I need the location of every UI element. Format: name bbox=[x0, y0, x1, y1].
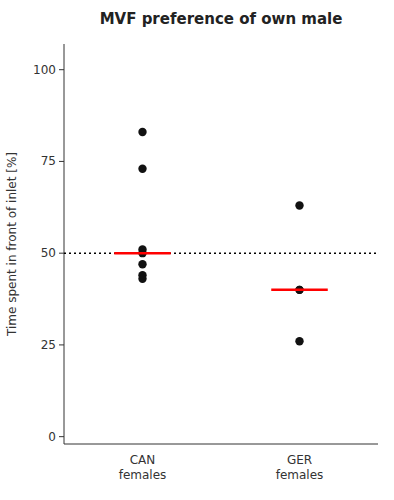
y-tick bbox=[59, 436, 64, 437]
y-tick-label: 75 bbox=[41, 154, 56, 168]
x-tick-label: GERfemales bbox=[276, 453, 324, 482]
y-tick bbox=[59, 69, 64, 70]
x-axis-line bbox=[64, 444, 378, 445]
chart-container: MVF preference of own male Time spent in … bbox=[0, 0, 394, 500]
data-point bbox=[295, 337, 303, 345]
y-tick-label: 0 bbox=[48, 430, 56, 444]
data-point bbox=[295, 201, 303, 209]
reference-line bbox=[64, 252, 378, 254]
y-tick-label: 25 bbox=[41, 338, 56, 352]
data-point bbox=[138, 275, 146, 283]
median-line bbox=[114, 252, 171, 255]
title: MVF preference of own male bbox=[100, 10, 343, 28]
data-point bbox=[138, 165, 146, 173]
y-tick-label: 100 bbox=[33, 63, 56, 77]
chart: MVF preference of own male Time spent in … bbox=[0, 0, 394, 500]
y-tick bbox=[59, 253, 64, 254]
y-axis-line bbox=[64, 44, 65, 444]
y-tick bbox=[59, 161, 64, 162]
data-point bbox=[138, 260, 146, 268]
y-tick-label: 50 bbox=[41, 246, 56, 260]
y-tick bbox=[59, 344, 64, 345]
x-tick-label: CANfemales bbox=[119, 453, 167, 482]
y-axis-label: Time spent in front of inlet [%] bbox=[5, 152, 19, 337]
data-point bbox=[138, 128, 146, 136]
plot-area bbox=[64, 128, 378, 346]
median-line bbox=[271, 289, 328, 292]
